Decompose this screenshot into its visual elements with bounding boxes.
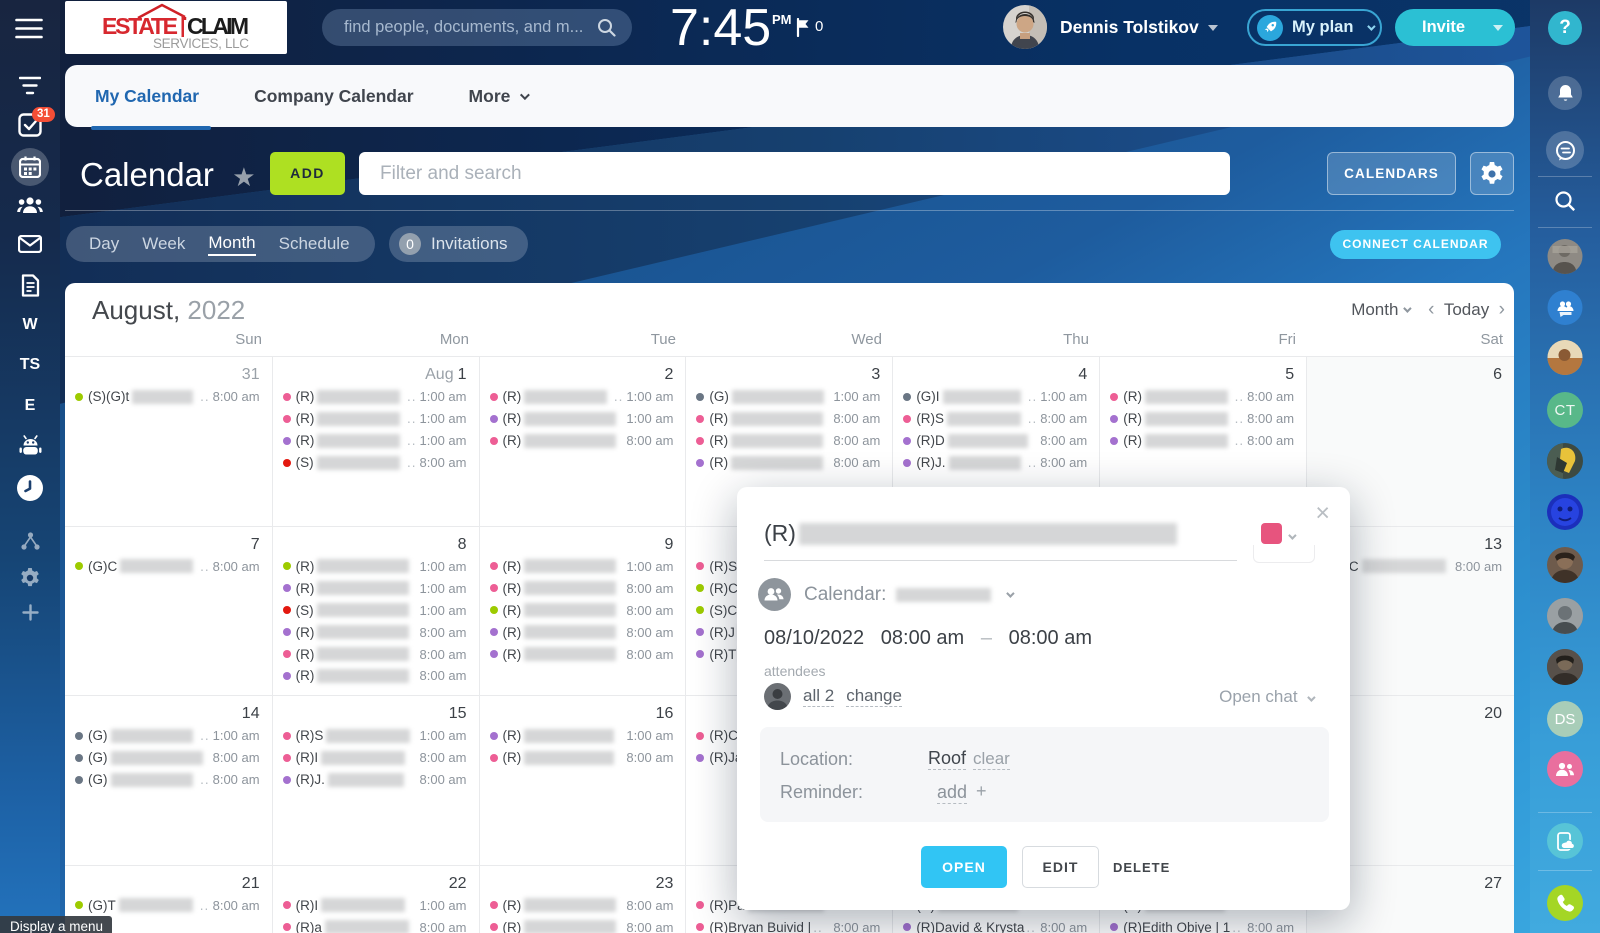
svg-text:SERVICES, LLC: SERVICES, LLC — [153, 36, 249, 51]
svg-text:CLAIM: CLAIM — [187, 13, 249, 39]
svg-text:ESTATE: ESTATE — [102, 13, 178, 39]
